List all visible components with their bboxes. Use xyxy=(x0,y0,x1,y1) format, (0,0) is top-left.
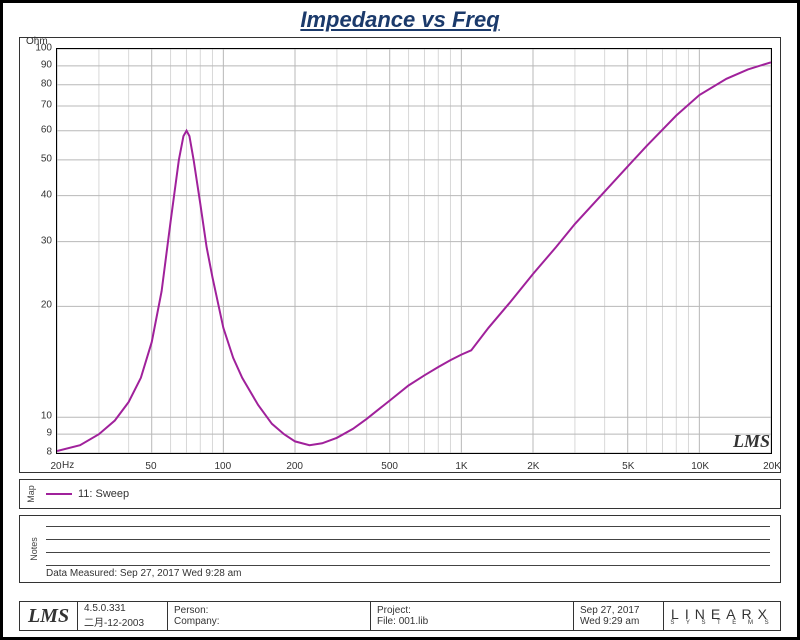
y-tick: 9 xyxy=(20,428,52,439)
note-rule xyxy=(46,539,770,540)
note-rule xyxy=(46,526,770,527)
map-panel: Map 11: Sweep xyxy=(19,479,781,509)
footer-project: Project: File: 001.lib xyxy=(370,601,573,631)
version-text: 4.5.0.331 xyxy=(84,603,161,614)
y-tick: 40 xyxy=(20,189,52,200)
y-tick: 90 xyxy=(20,59,52,70)
y-tick: 20 xyxy=(20,300,52,311)
footer-time-text: Wed 9:29 am xyxy=(580,616,657,627)
x-tick: 200 xyxy=(286,461,303,472)
chart-title: Impedance vs Freq xyxy=(3,3,797,33)
y-tick: 8 xyxy=(20,447,52,458)
plot-region xyxy=(56,48,772,454)
y-tick: 50 xyxy=(20,153,52,164)
file-line: File: 001.lib xyxy=(377,616,567,627)
y-tick: 10 xyxy=(20,411,52,422)
y-tick: 60 xyxy=(20,124,52,135)
company-label: Company: xyxy=(174,616,364,627)
y-tick: 70 xyxy=(20,100,52,111)
x-tick: 1K xyxy=(455,461,467,472)
x-tick: 500 xyxy=(381,461,398,472)
x-tick: 10K xyxy=(691,461,709,472)
x-tick: 50 xyxy=(145,461,156,472)
plot-svg xyxy=(57,49,771,453)
note-rule xyxy=(46,552,770,553)
project-line: Project: xyxy=(377,605,567,616)
x-tick: 20 xyxy=(50,461,61,472)
x-axis-unit: Hz xyxy=(62,460,74,471)
legend-swatch xyxy=(46,493,72,495)
y-tick: 80 xyxy=(20,78,52,89)
watermark: LMS xyxy=(733,431,770,452)
map-label: Map xyxy=(26,485,36,503)
person-label: Person: xyxy=(174,605,364,616)
footer-date: Sep 27, 2017 Wed 9:29 am xyxy=(573,601,663,631)
x-tick: 20K xyxy=(763,461,781,472)
linearx-sub: S Y S T E M S xyxy=(670,620,773,626)
version-date: 二月-12-2003 xyxy=(84,614,161,629)
note-rule xyxy=(46,565,770,566)
notes-data-measured: Data Measured: Sep 27, 2017 Wed 9:28 am xyxy=(46,568,242,579)
footer-linearx-logo: LINEARX S Y S T E M S xyxy=(663,601,781,631)
app-frame: Impedance vs Freq Ohm Hz LMS 89102030405… xyxy=(0,0,800,640)
notes-panel: Notes Data Measured: Sep 27, 2017 Wed 9:… xyxy=(19,515,781,583)
notes-label: Notes xyxy=(29,537,39,561)
x-tick: 5K xyxy=(622,461,634,472)
footer-person: Person: Company: xyxy=(167,601,370,631)
footer-version: 4.5.0.331 二月-12-2003 xyxy=(77,601,167,631)
chart-area: Ohm Hz LMS 89102030405060708090100205010… xyxy=(19,37,781,473)
y-tick: 100 xyxy=(20,43,52,54)
y-tick: 30 xyxy=(20,235,52,246)
footer-lms-logo: LMS xyxy=(19,601,77,631)
footer: LMS 4.5.0.331 二月-12-2003 Person: Company… xyxy=(19,601,781,631)
footer-date-text: Sep 27, 2017 xyxy=(580,605,657,616)
x-tick: 2K xyxy=(527,461,539,472)
x-tick: 100 xyxy=(214,461,231,472)
legend-text: 11: Sweep xyxy=(78,488,129,500)
